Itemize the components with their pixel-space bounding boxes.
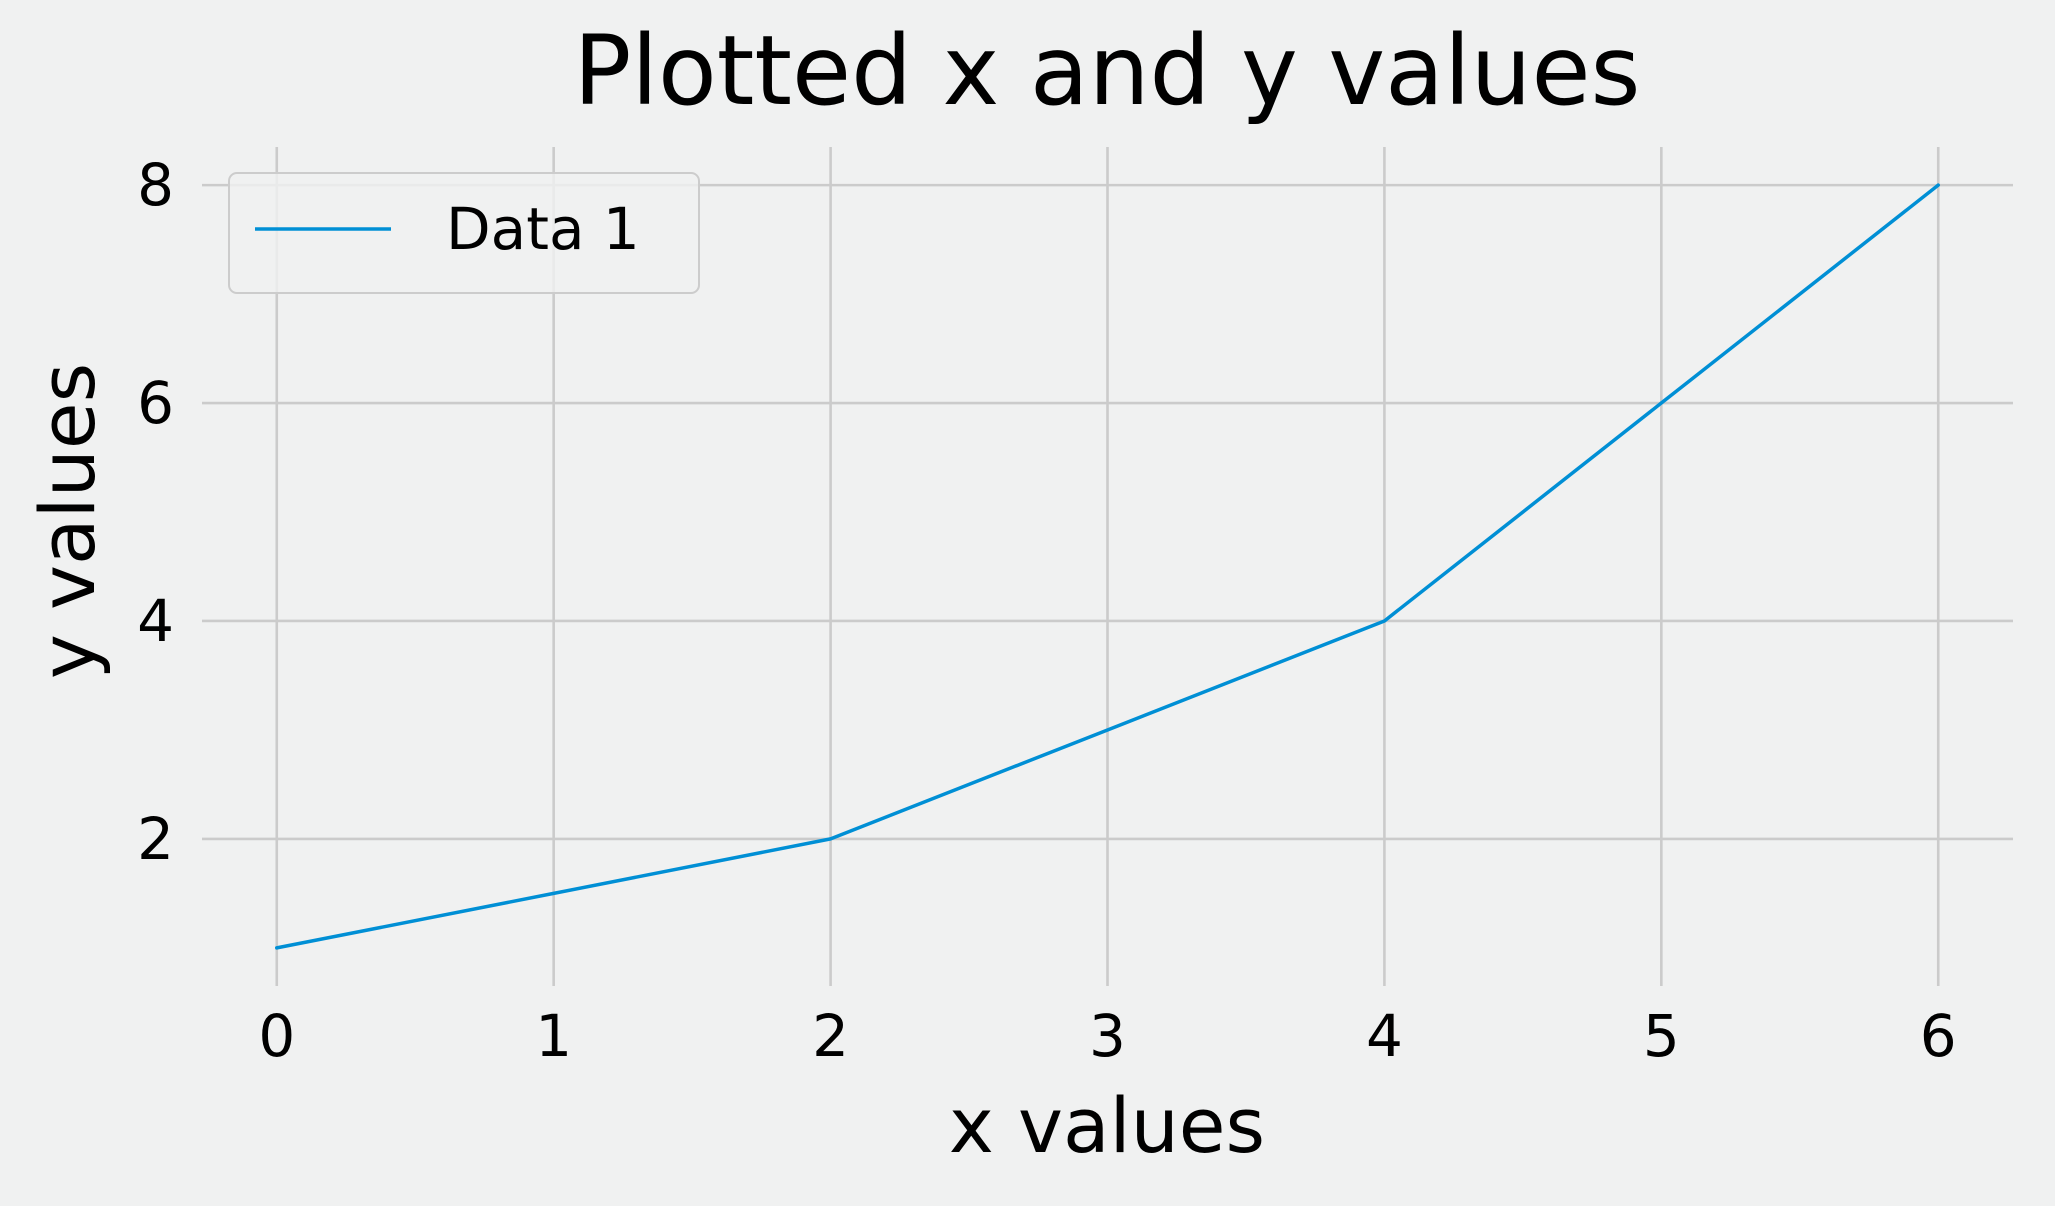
y-tick-label: 8 xyxy=(137,151,174,219)
chart-title: Plotted x and y values xyxy=(573,15,1640,127)
x-tick-label: 5 xyxy=(1643,1002,1680,1070)
y-axis-ticks: 2 4 6 8 xyxy=(137,151,174,873)
x-tick-label: 0 xyxy=(258,1002,295,1070)
x-tick-label: 3 xyxy=(1089,1002,1126,1070)
x-axis-label: x values xyxy=(949,1081,1265,1170)
x-tick-label: 2 xyxy=(812,1002,849,1070)
y-tick-label: 4 xyxy=(137,587,174,655)
legend-label: Data 1 xyxy=(446,195,640,263)
x-tick-label: 1 xyxy=(535,1002,572,1070)
y-axis-label: y values xyxy=(23,363,112,679)
legend-box xyxy=(228,172,700,294)
x-axis-ticks: 0 1 2 3 4 5 6 xyxy=(258,1002,1956,1070)
series-lines xyxy=(275,183,1940,950)
y-tick-label: 2 xyxy=(137,805,174,873)
legend: Data 1 xyxy=(228,172,700,294)
x-tick-label: 6 xyxy=(1920,1002,1957,1070)
x-tick-label: 4 xyxy=(1366,1002,1403,1070)
y-tick-label: 6 xyxy=(137,369,174,437)
